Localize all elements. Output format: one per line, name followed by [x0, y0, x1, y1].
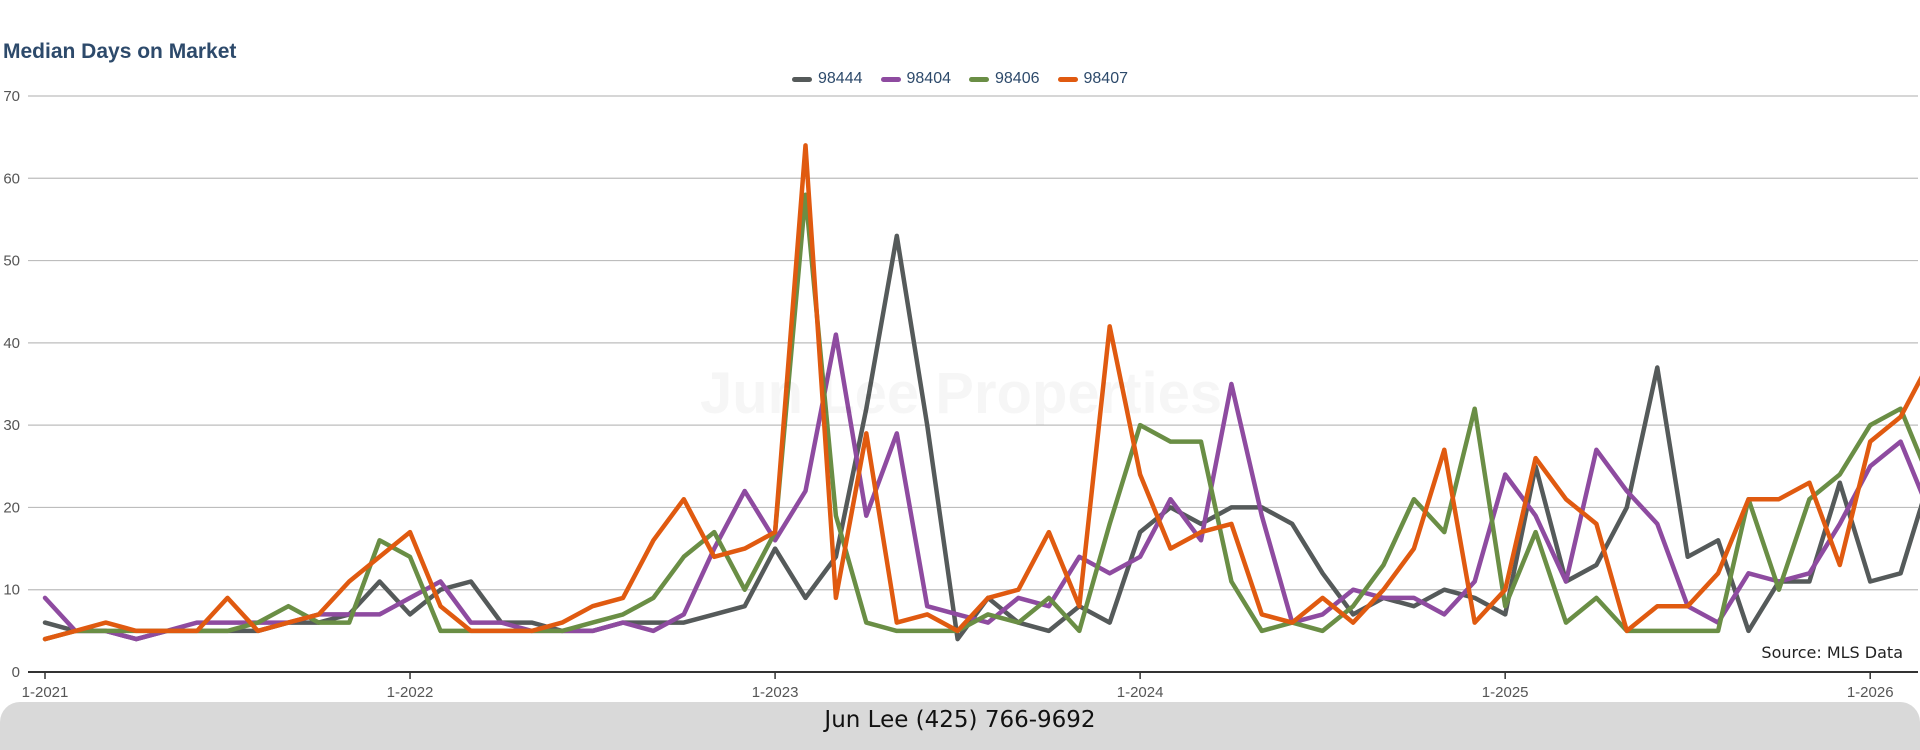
legend-label-98404: 98404 [906, 70, 952, 87]
axis-layer: 0 10 20 30 40 50 60 70 1-2021 1-2022 1-2023 1-2024 1… [3, 88, 1893, 701]
series-layer [42, 143, 1920, 642]
legend-swatch-98444 [792, 76, 812, 82]
y-tick-label: 20 [3, 499, 20, 516]
chart-plot: 0 10 20 30 40 50 60 70 1-2021 1-2022 1-2023 1-2024 1… [3, 88, 1920, 701]
legend-label-98444: 98444 [818, 70, 863, 87]
x-tick-label: 1-2026 [1847, 684, 1894, 701]
x-tick-label: 1-2025 [1482, 684, 1529, 701]
legend-item-98407[interactable]: 98407 [1057, 70, 1129, 88]
x-tick-label: 1-2022 [387, 684, 434, 701]
legend-label-98407: 98407 [1083, 70, 1129, 87]
x-tick-label: 1-2024 [1117, 684, 1164, 701]
y-tick-label: 60 [3, 170, 20, 187]
series-line-98444 [42, 233, 1920, 642]
footer-contact: Jun Lee (425) 766-9692 [824, 707, 1096, 733]
footer-bar [0, 702, 1920, 750]
legend: 98444 98404 98406 98407 [0, 70, 1920, 88]
y-tick-label: 70 [3, 88, 20, 105]
series-line-98404 [42, 332, 1920, 642]
legend-item-98406[interactable]: 98406 [969, 70, 1040, 88]
y-tick-label: 50 [3, 253, 20, 270]
y-tick-label: 40 [3, 335, 20, 352]
watermark: Jun Lee Properties [700, 360, 1222, 427]
legend-label-98406: 98406 [995, 70, 1040, 87]
y-tick-label: 0 [12, 664, 20, 681]
x-tick-label: 1-2021 [22, 684, 69, 701]
legend-swatch-98404 [880, 76, 901, 82]
legend-swatch-98406 [969, 76, 989, 82]
legend-swatch-98407 [1057, 76, 1078, 82]
x-tick-label: 1-2023 [752, 684, 799, 701]
chart-title: Median Days on Market [3, 40, 237, 63]
series-line-98406 [42, 192, 1920, 642]
series-line-98407 [42, 143, 1920, 642]
legend-item-98404[interactable]: 98404 [880, 70, 952, 88]
legend-item-98444[interactable]: 98444 [792, 70, 863, 88]
y-tick-label: 30 [3, 417, 20, 434]
y-tick-label: 10 [3, 582, 20, 599]
grid-layer [28, 95, 1918, 673]
source-note: Source: MLS Data [1761, 643, 1903, 662]
